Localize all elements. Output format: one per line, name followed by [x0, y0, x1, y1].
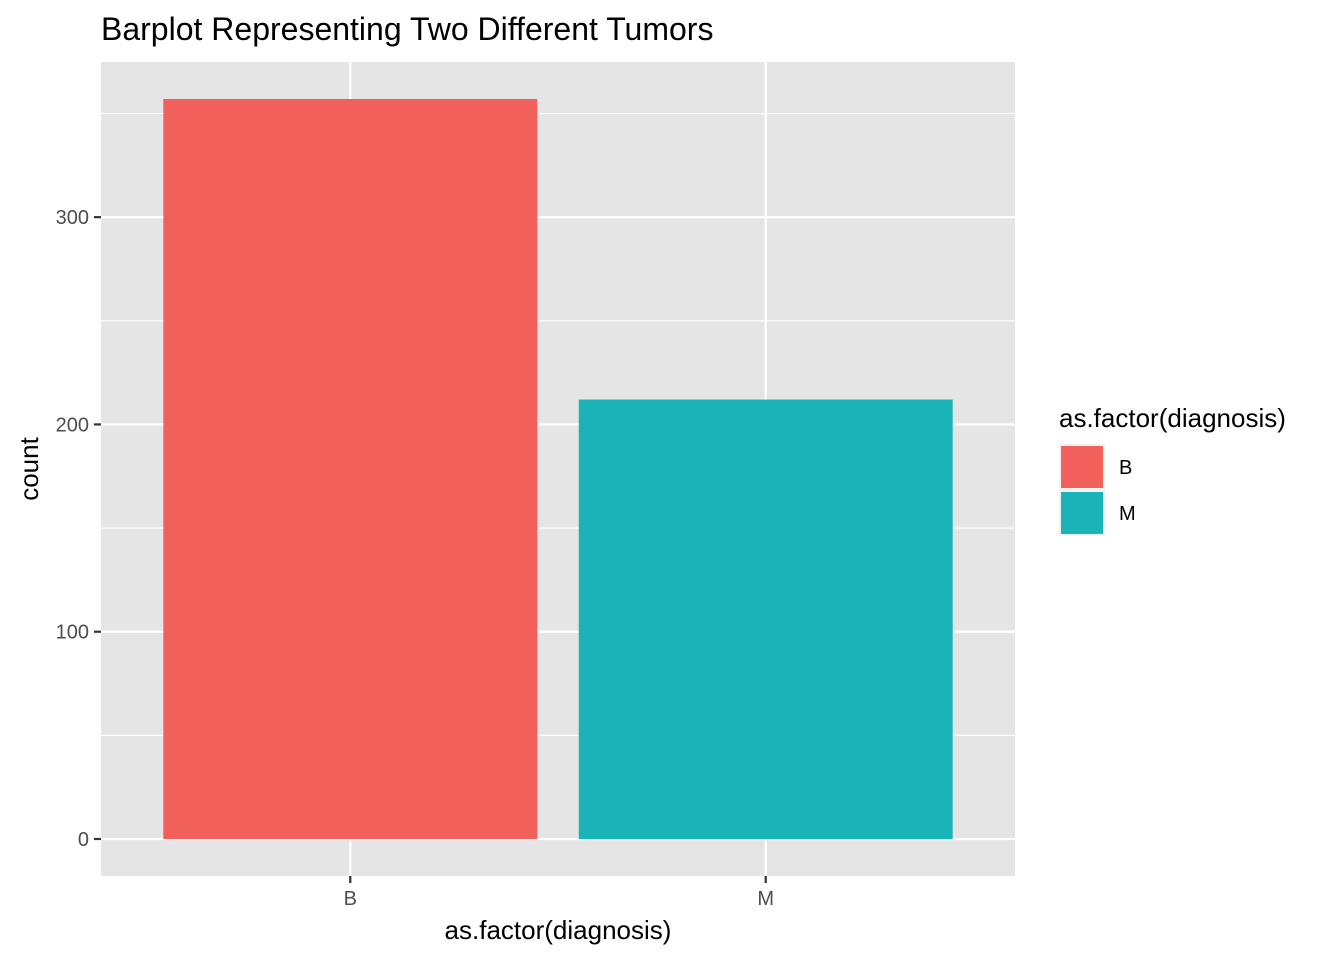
y-tick-label: 300 — [56, 207, 89, 229]
y-axis-title: count — [14, 436, 44, 500]
legend-key-M — [1061, 492, 1103, 534]
y-tick-label: 200 — [56, 414, 89, 436]
legend-key-B — [1061, 446, 1103, 488]
y-tick-label: 0 — [78, 829, 89, 851]
bars — [163, 99, 953, 839]
x-axis-title: as.factor(diagnosis) — [445, 915, 672, 945]
legend-label: B — [1119, 457, 1132, 479]
chart-title: Barplot Representing Two Different Tumor… — [101, 11, 713, 47]
legend-title: as.factor(diagnosis) — [1059, 403, 1286, 433]
bar-B — [163, 99, 538, 839]
legend-label: M — [1119, 503, 1136, 525]
y-tick-label: 100 — [56, 622, 89, 644]
x-tick-label: B — [344, 888, 357, 910]
bar-M — [578, 399, 953, 839]
y-axis: 0 100 200 300 — [56, 207, 101, 851]
x-tick-label: M — [757, 888, 774, 910]
legend: as.factor(diagnosis) B M — [1059, 403, 1286, 536]
